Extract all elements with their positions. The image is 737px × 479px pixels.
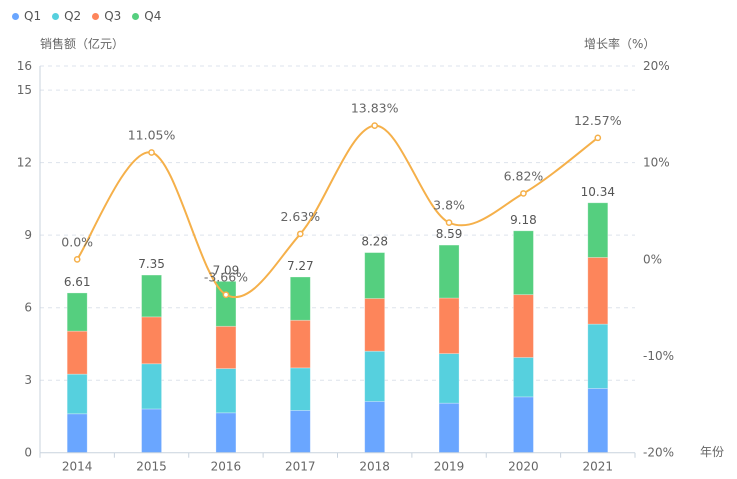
- y2-tick-label: 10%: [643, 156, 670, 170]
- bar-total-label: 8.59: [436, 227, 463, 241]
- growth-label: 11.05%: [128, 128, 176, 143]
- legend-dot-icon: [12, 12, 19, 20]
- y-tick-label: 3: [24, 373, 32, 387]
- legend-label: Q4: [144, 9, 162, 23]
- growth-point: [73, 256, 81, 263]
- bar-segment-q4: [289, 276, 311, 321]
- bar-segment-q3: [215, 325, 237, 369]
- y2-tick-label: 0%: [643, 252, 662, 266]
- legend-dot-icon: [92, 12, 100, 20]
- growth-label: 12.57%: [574, 113, 622, 128]
- x-tick-label: 2015: [136, 460, 167, 474]
- grid-layer: [40, 65, 635, 381]
- legend-label: Q1: [24, 9, 42, 23]
- bar-segment-q2: [364, 350, 386, 402]
- bar-total-label: 7.35: [138, 257, 165, 271]
- y2-tick-label: -20%: [643, 446, 674, 460]
- y-tick-label: 9: [24, 228, 32, 242]
- y-tick-label: 0: [24, 446, 32, 460]
- bar-segment-q3: [141, 316, 162, 365]
- x-tick-label: 2020: [508, 460, 539, 474]
- bar-total-label: 7.09: [213, 263, 240, 277]
- legend-item-q1[interactable]: Q1: [12, 9, 41, 23]
- x-tick-label: 2017: [285, 460, 316, 474]
- y-tick-label: 16: [17, 59, 32, 73]
- growth-point: [296, 230, 304, 238]
- legend-item-q3[interactable]: Q3: [92, 9, 121, 23]
- y-tick-label: 15: [17, 83, 32, 97]
- legend-label: Q3: [104, 9, 122, 23]
- growth-label: 3.8%: [433, 198, 465, 213]
- growth-label: 2.63%: [280, 209, 320, 224]
- bar-segment-q3: [364, 298, 386, 352]
- legend-item-q2[interactable]: Q2: [52, 9, 81, 23]
- bar-segment-q1: [587, 388, 609, 454]
- legend-dot-icon: [52, 12, 60, 20]
- bar-total-label: 10.34: [581, 185, 615, 199]
- bar-segment-q4: [513, 230, 534, 296]
- label-layer: 0 3 6 9 12 15 16 -20% -10% 0% 10% 20% 2014 2015 2016 20…: [17, 59, 674, 474]
- bar-segment-q4: [438, 244, 460, 299]
- growth-point: [520, 190, 527, 197]
- legend-label: Q2: [64, 9, 82, 23]
- x-tick-label: 2014: [62, 460, 93, 474]
- y-tick-label: 6: [24, 301, 32, 315]
- bar-segment-q1: [66, 413, 88, 454]
- bar-segment-q1: [289, 410, 311, 454]
- bar-segment-q1: [438, 402, 460, 454]
- y-axis-title: 销售额（亿元）: [40, 36, 124, 51]
- growth-point: [371, 122, 379, 129]
- bar-segment-q4: [215, 280, 237, 327]
- bar-segment-q3: [438, 297, 460, 355]
- y2-tick-label: -10%: [643, 349, 674, 363]
- bar-segment-q4: [587, 202, 609, 258]
- bar-segment-q2: [66, 373, 88, 415]
- bar-segment-q3: [66, 330, 88, 375]
- bar-segment-q3: [587, 257, 609, 325]
- x-tick-label: 2018: [359, 460, 390, 474]
- x-axis-title: 年份: [700, 445, 724, 459]
- growth-label: 0.0%: [61, 234, 93, 249]
- bar-segment-q2: [438, 353, 460, 404]
- legend-dot-icon: [132, 12, 140, 20]
- bar-total-label: 8.28: [361, 235, 388, 249]
- legend-item-q4[interactable]: Q4: [132, 9, 161, 23]
- growth-point: [445, 219, 453, 226]
- growth-label: -3.66%: [204, 270, 248, 285]
- growth-label: 6.82%: [504, 168, 544, 183]
- bar-total-label: 6.61: [64, 275, 91, 289]
- bar-segment-q1: [141, 408, 162, 454]
- y-tick-label: 12: [17, 156, 32, 170]
- bar-segment-q2: [215, 368, 237, 414]
- growth-label: 13.83%: [351, 101, 399, 116]
- bar-segment-q2: [141, 363, 162, 410]
- bar-segment-q3: [289, 319, 311, 369]
- growth-point: [222, 291, 230, 299]
- x-tick-label: 2019: [434, 460, 465, 474]
- line-layer: [73, 122, 602, 299]
- bar-segment-q1: [513, 396, 534, 454]
- bar-segment-q4: [66, 292, 88, 332]
- x-tick-label: 2021: [583, 460, 614, 474]
- bar-segment-q3: [513, 294, 534, 358]
- bar-segment-q2: [513, 357, 534, 398]
- x-tick-label: 2016: [211, 460, 242, 474]
- bar-total-label: 9.18: [510, 213, 537, 227]
- bar-segment-q4: [364, 252, 386, 299]
- chart-legend: Q1 Q2 Q3 Q4: [12, 9, 172, 23]
- y2-tick-label: 20%: [643, 59, 670, 73]
- bar-segment-q1: [215, 412, 237, 454]
- bar-total-label: 7.27: [287, 259, 314, 273]
- axis-layer: [39, 66, 636, 458]
- bar-segment-q2: [289, 367, 311, 411]
- y2-axis-title: 增长率（%）: [584, 36, 655, 51]
- growth-point: [594, 134, 602, 142]
- bar-segment-q4: [141, 274, 162, 318]
- bar-segment-q2: [587, 323, 609, 389]
- bar-layer: [66, 202, 609, 454]
- growth-point: [148, 149, 155, 156]
- bar-segment-q1: [364, 401, 386, 454]
